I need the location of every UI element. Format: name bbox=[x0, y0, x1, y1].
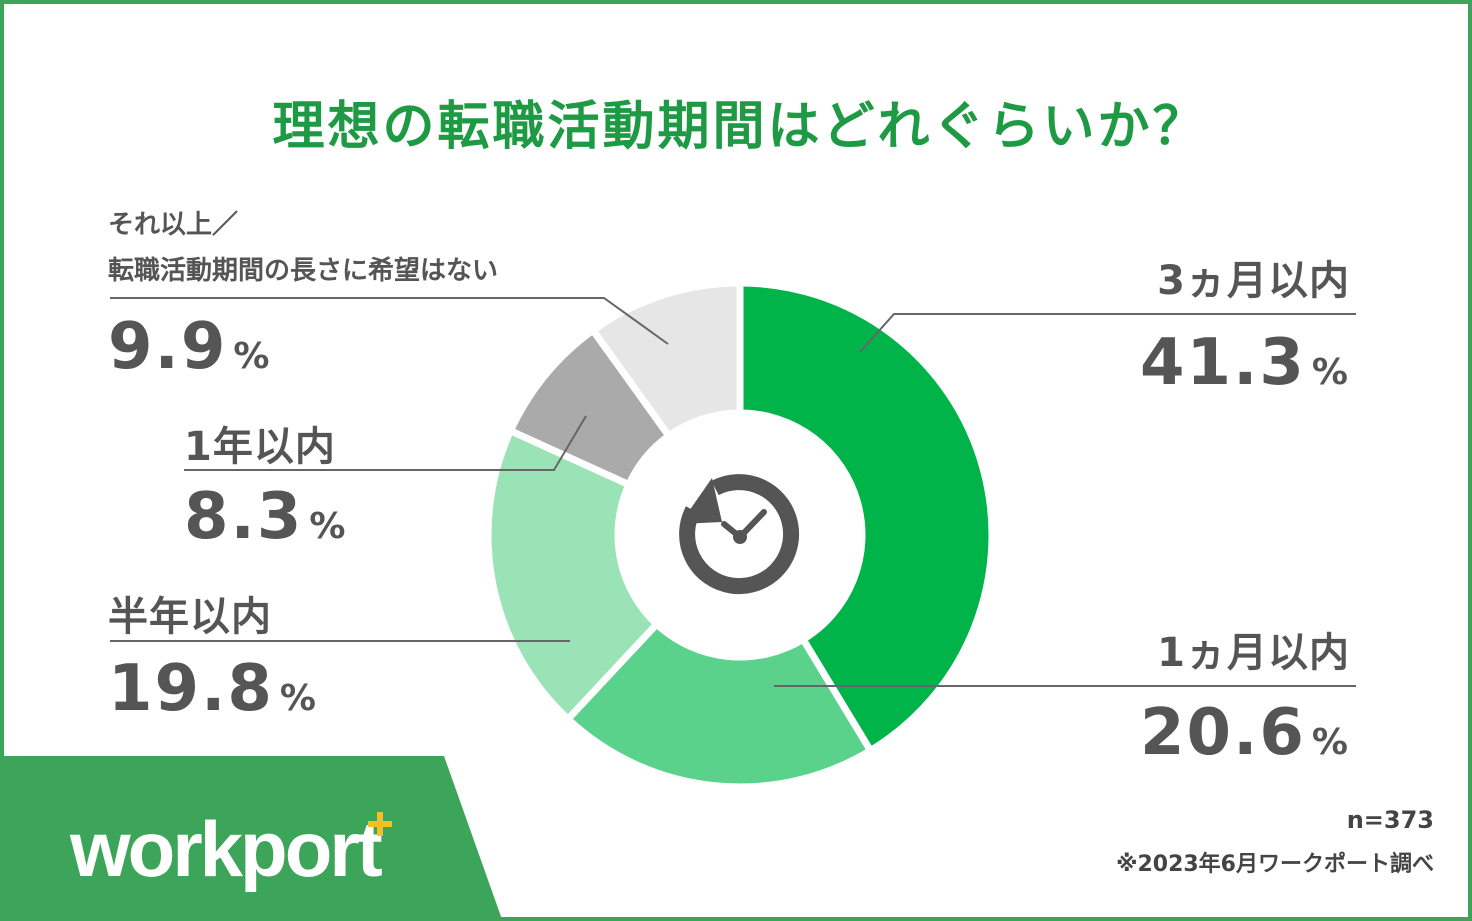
label-more-line2: 転職活動期間の長さに希望はない bbox=[108, 256, 499, 286]
value-1-month-percent: % bbox=[1311, 722, 1350, 763]
value-half-year-percent: % bbox=[279, 678, 318, 719]
slice-half-year bbox=[484, 426, 662, 725]
workport-logo: workport bbox=[70, 805, 383, 893]
slice-more bbox=[588, 279, 744, 441]
leader-line-3-months bbox=[859, 313, 1356, 353]
label-more-line1: それ以上／ bbox=[108, 210, 239, 240]
value-1-month: 20.6% bbox=[1140, 696, 1350, 770]
value-half-year-number: 19.8 bbox=[108, 652, 274, 726]
logo-band bbox=[4, 756, 504, 917]
value-more-percent: % bbox=[233, 336, 272, 377]
value-3-months-percent: % bbox=[1311, 352, 1350, 393]
label-1-year: 1年以内 bbox=[184, 424, 336, 470]
chart-title: 理想の転職活動期間はどれぐらいか？ bbox=[272, 97, 1208, 157]
slice-3-months bbox=[736, 279, 996, 756]
logo-plus-icon bbox=[368, 812, 392, 836]
sample-size: n=373 bbox=[1346, 806, 1434, 834]
slice-1-month bbox=[562, 619, 876, 791]
value-1-month-number: 20.6 bbox=[1140, 696, 1306, 770]
label-half-year: 半年以内 bbox=[108, 594, 272, 640]
leader-line-1-year bbox=[184, 415, 587, 471]
label-1-month: 1ヵ月以内 bbox=[1157, 630, 1350, 676]
value-3-months-number: 41.3 bbox=[1140, 326, 1306, 400]
label-3-months: 3ヵ月以内 bbox=[1157, 258, 1350, 304]
value-more: 9.9% bbox=[108, 310, 271, 384]
value-1-year-percent: % bbox=[309, 506, 348, 547]
source-note: ※2023年6月ワークポート調べ bbox=[1116, 852, 1434, 877]
value-1-year: 8.3% bbox=[184, 480, 347, 554]
value-3-months: 41.3% bbox=[1140, 326, 1350, 400]
value-1-year-number: 8.3 bbox=[184, 480, 304, 554]
value-more-number: 9.9 bbox=[108, 310, 228, 384]
value-half-year: 19.8% bbox=[108, 652, 318, 726]
leader-line-more bbox=[110, 297, 669, 345]
donut-chart bbox=[110, 279, 1356, 791]
clock-with-arrow-icon bbox=[679, 474, 800, 595]
